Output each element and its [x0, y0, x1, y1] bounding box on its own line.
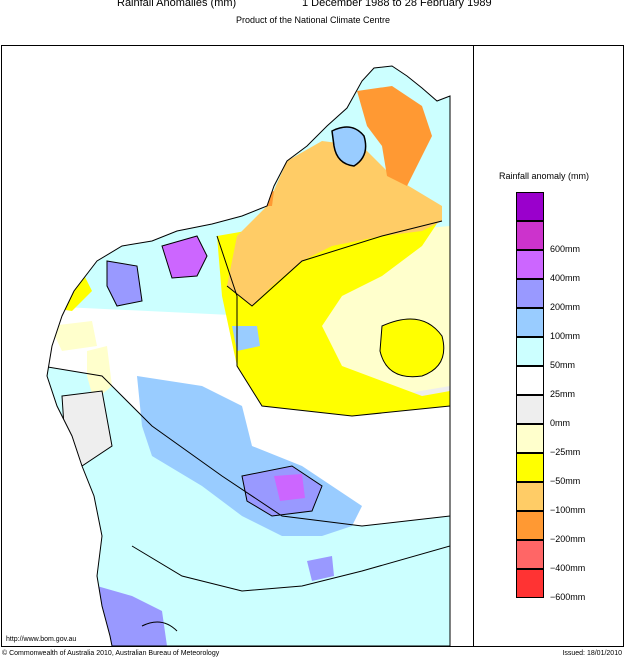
- contour-line: [106, 260, 143, 307]
- anomaly-region-minus200-minus400: [357, 86, 432, 186]
- footer-issued: Issued: 18/01/2010: [562, 650, 622, 657]
- frame-divider: [473, 45, 474, 647]
- anomaly-region-kimberley-positive: [332, 127, 366, 166]
- legend-title: Rainfall anomaly (mm): [499, 171, 590, 181]
- map-title: Rainfall Anomalies (mm): [117, 0, 237, 9]
- contour-line: [47, 365, 450, 527]
- legend-swatch: [516, 221, 544, 250]
- footer-url[interactable]: http://www.bom.gov.au: [6, 636, 77, 643]
- anomaly-region-gascoyne-cream: [87, 346, 112, 401]
- legend-swatch: [516, 308, 544, 337]
- legend-label: 100mm: [550, 331, 581, 341]
- legend-label: −600mm: [550, 592, 586, 602]
- anomaly-region-100-200-southeast: [307, 556, 334, 581]
- map-subtitle: Product of the National Climate Centre: [235, 15, 391, 25]
- anomaly-region-100-200-southwest: [97, 586, 167, 646]
- anomaly-region-minus100-minus200: [227, 141, 442, 306]
- legend-label: −400mm: [550, 563, 586, 573]
- legend-swatch: [516, 395, 544, 424]
- legend-swatch: [516, 250, 544, 279]
- legend-label: 0mm: [550, 418, 570, 428]
- contour-line: [216, 235, 450, 417]
- state-coastline: [46, 65, 451, 646]
- map-period: 1 December 1988 to 28 February 1989: [302, 0, 492, 9]
- contour-line: [226, 220, 443, 307]
- legend-swatch: [516, 540, 544, 569]
- map-frame: [1, 45, 624, 647]
- anomaly-region-200-400-goldfields: [274, 474, 305, 501]
- footer-copyright: © Commonwealth of Australia 2010, Austra…: [2, 650, 220, 657]
- legend-swatch: [516, 279, 544, 308]
- title-bar: Rainfall Anomalies (mm) 1 December 1988 …: [0, 0, 626, 14]
- legend-label: −100mm: [550, 505, 586, 515]
- legend-swatch: [516, 337, 544, 366]
- anomaly-region-coastal-cream: [50, 321, 97, 351]
- anomaly-region-50-100-patch: [232, 326, 260, 351]
- legend-label: −50mm: [550, 476, 581, 486]
- contour-line: [161, 235, 208, 279]
- legend-label: 400mm: [550, 273, 581, 283]
- legend-swatch: [516, 366, 544, 395]
- anomaly-region-200-400-pilbara: [162, 236, 207, 278]
- legend-label: −200mm: [550, 534, 586, 544]
- rainfall-anomaly-map: [46, 65, 451, 646]
- legend-label: 50mm: [550, 360, 576, 370]
- contour-line: [131, 545, 450, 592]
- legend-swatch: [516, 482, 544, 511]
- legend-swatch: [516, 424, 544, 453]
- legend-label: −25mm: [550, 447, 581, 457]
- legend-swatch: [516, 511, 544, 540]
- contour-line: [331, 126, 367, 167]
- contour-line: [141, 621, 178, 632]
- legend-label: 200mm: [550, 302, 581, 312]
- anomaly-region-minus50-patch: [380, 318, 444, 377]
- legend-swatch: [516, 192, 544, 221]
- anomaly-region-100-200-west: [107, 261, 142, 306]
- legend-label: 25mm: [550, 389, 576, 399]
- anomaly-region-0-25: [47, 306, 450, 526]
- legend-label: 600mm: [550, 244, 581, 254]
- contour-line: [241, 465, 323, 517]
- contour-line: [379, 318, 445, 378]
- legend-swatch: [516, 453, 544, 482]
- legend-swatch: [516, 569, 544, 598]
